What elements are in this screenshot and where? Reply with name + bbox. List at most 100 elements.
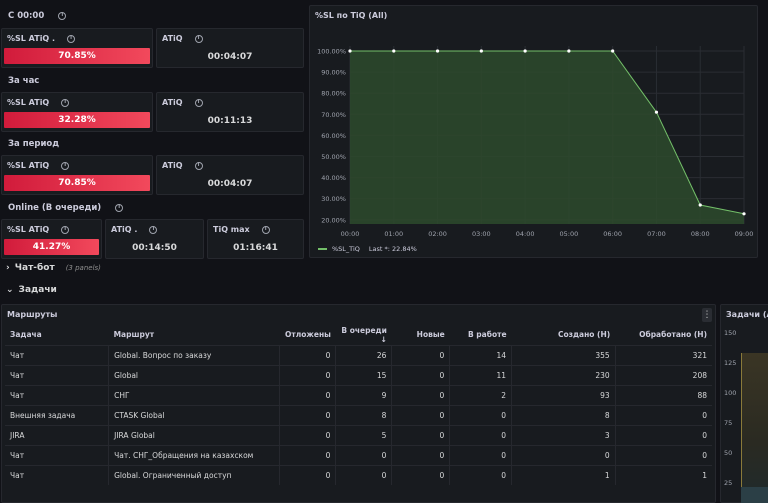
data-point [479, 49, 483, 53]
panel-sl-by-tiq-chart[interactable]: %SL по TiQ (All) 100.00% 90.00% 80.00% 70.0… [309, 5, 758, 258]
table-cell: Чат [5, 344, 110, 365]
section-tasks[interactable]: ⌄ Задачи [6, 285, 57, 295]
data-point [654, 110, 659, 114]
table-cell: Чат [5, 364, 110, 385]
table-cell: 1 [511, 464, 616, 485]
column-header[interactable]: Создано (Н) [557, 330, 611, 340]
info-icon[interactable]: i [61, 98, 70, 107]
table-cell: Global. Ограниченный доступ [108, 464, 281, 485]
sl-tiq-chart: 100.00% 90.00% 80.00% 70.00% 60.00% 50.00% 40.… [317, 46, 753, 238]
x-tick-label: 00:00 [341, 230, 360, 238]
x-tick-label: 08:00 [691, 230, 710, 238]
panel-atiq-online[interactable]: ATiQ .i 00:14:50 [105, 219, 204, 259]
panel-title: Задачи (All) [726, 310, 768, 319]
row-title-since-midnight: С 00:00 i [8, 11, 67, 21]
stat-value: 00:14:50 [132, 243, 177, 253]
table-cell: 0 [615, 404, 712, 425]
panel-sl-atiq-period[interactable]: %SL ATiQ i 70.85% [1, 155, 153, 195]
table-row[interactable]: Чат Global 0 15 0 11 230 208 [5, 364, 712, 385]
table-cell: 0 [449, 404, 513, 425]
x-tick-label: 03:00 [472, 230, 491, 238]
row-title-text: Online (В очереди) [8, 203, 102, 213]
table-cell: 0 [391, 464, 451, 485]
table-cell: Чат [5, 444, 110, 465]
panel-atiq-today[interactable]: ATiQ i 00:04:07 [156, 28, 304, 68]
column-header[interactable]: Задача [10, 330, 42, 340]
info-icon[interactable]: i [261, 225, 270, 234]
series-area [350, 51, 744, 224]
column-header[interactable]: В работе [467, 330, 507, 340]
data-point [742, 212, 746, 216]
routes-table-wrap: Задача Маршрут Отложены В очереди ↓ Новы… [5, 325, 712, 485]
panel-atiq-hour[interactable]: ATiQ i 00:11:13 [156, 92, 304, 132]
table-row[interactable]: Чат Чат. СНГ_Обращения на казахском 0 0 0 0 0 0 [5, 444, 712, 465]
column-header[interactable]: В очереди ↓ [341, 325, 387, 344]
table-cell: 2 [449, 384, 513, 405]
table-cell: 1 [615, 464, 712, 485]
y-tick-label: 70.00% [321, 111, 346, 119]
panel-sl-atiq-hour[interactable]: %SL ATiQ i 32.28% [1, 92, 153, 132]
data-point [523, 49, 527, 53]
table-cell: 9 [335, 384, 393, 405]
table-cell: 5 [335, 424, 393, 445]
y-tick-label: 60.00% [321, 132, 346, 140]
menu-kebab-icon[interactable]: ⋮ [702, 308, 712, 322]
table-row[interactable]: Внешняя задача CTASK Global 0 8 0 0 8 0 [5, 404, 712, 425]
legend-series-name: %SL_TiQ [332, 245, 360, 253]
table-row[interactable]: Чат Global. Вопрос по заказу 0 26 0 14 355 321 [5, 344, 712, 365]
info-icon[interactable]: i [149, 225, 158, 234]
table-cell: 0 [279, 424, 337, 445]
table-cell: 355 [511, 344, 616, 365]
table-cell: 0 [279, 444, 337, 465]
table-cell: 11 [449, 364, 513, 385]
stat-value: 32.28% [4, 112, 150, 128]
right-chart-area-lower [741, 487, 768, 503]
chart-legend[interactable]: %SL_TiQ Last *: 22.84% [318, 245, 417, 253]
column-header[interactable]: Новые [416, 330, 445, 340]
table-cell: 3 [511, 424, 616, 445]
column-header[interactable]: Обработано (Н) [639, 330, 707, 340]
table-cell: 230 [511, 364, 616, 385]
column-header[interactable]: Отложены [285, 330, 331, 340]
stat-value: 41.27% [4, 239, 99, 255]
section-panel-count: (3 panels) [65, 264, 101, 272]
info-icon[interactable]: i [194, 34, 203, 43]
y-tick-label: 80.00% [321, 90, 346, 98]
table-cell: 0 [615, 444, 712, 465]
row-title-text: За час [8, 76, 40, 86]
info-icon[interactable]: i [115, 204, 124, 212]
panel-tasks-chart[interactable]: Задачи (All) 150 125 100 75 50 25 [720, 304, 768, 503]
panel-sl-atiq-online[interactable]: %SL ATiQ i 41.27% [1, 219, 102, 259]
table-cell: 0 [391, 444, 451, 465]
panel-routes-table[interactable]: Маршруты ⋮ Задача Маршрут Отложены В оче… [1, 304, 716, 503]
info-icon[interactable]: i [58, 12, 67, 20]
panel-title: %SL по TiQ (All) [315, 11, 388, 20]
table-row[interactable]: Чат Global. Ограниченный доступ 0 0 0 0 1 1 [5, 464, 712, 485]
table-row[interactable]: Чат СНГ 0 9 0 2 93 88 [5, 384, 712, 405]
row-title-period: За период [8, 139, 59, 149]
data-point [348, 49, 352, 53]
section-chatbot[interactable]: › Чат-бот (3 panels) [6, 263, 101, 273]
info-icon[interactable]: i [61, 161, 70, 170]
y-tick-label: 75 [724, 419, 733, 427]
x-tick-label: 02:00 [428, 230, 447, 238]
table-row[interactable]: JIRA JIRA Global 0 5 0 0 3 0 [5, 424, 712, 445]
y-tick-label: 150 [724, 329, 737, 337]
table-cell: 0 [279, 384, 337, 405]
info-icon[interactable]: i [67, 34, 76, 43]
panel-title: ATiQ i [162, 161, 203, 170]
table-cell: 0 [335, 444, 393, 465]
panel-tiq-max[interactable]: TiQ max i 01:16:41 [207, 219, 304, 259]
table-cell: JIRA [5, 424, 110, 445]
info-icon[interactable]: i [194, 98, 203, 107]
info-icon[interactable]: i [61, 225, 70, 234]
x-tick-label: 01:00 [384, 230, 403, 238]
stat-value: 70.85% [4, 175, 150, 191]
panel-atiq-period[interactable]: ATiQ i 00:04:07 [156, 155, 304, 195]
panel-sl-atiq-today[interactable]: %SL ATiQ .i 70.85% [1, 28, 153, 68]
table-cell: 321 [615, 344, 712, 365]
column-header[interactable]: Маршрут [113, 330, 155, 340]
info-icon[interactable]: i [194, 161, 203, 170]
section-title: Задачи [18, 285, 57, 295]
panel-title: Маршруты [7, 310, 58, 319]
